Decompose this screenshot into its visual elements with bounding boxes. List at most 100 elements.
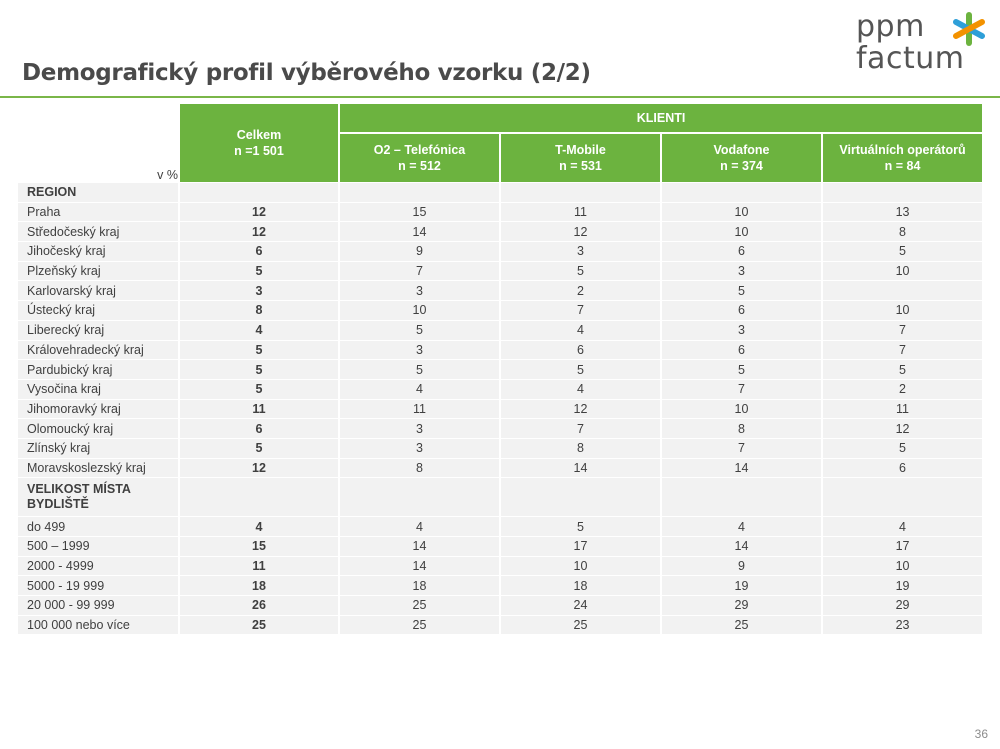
table-row: 5000 - 19 999 18 18 18 19 19 bbox=[18, 575, 983, 596]
value-cell: 5 bbox=[821, 241, 983, 261]
value-cell bbox=[338, 182, 499, 202]
value-cell: 7 bbox=[499, 418, 660, 438]
header-operator-n: n = 374 bbox=[720, 159, 763, 173]
value-cell: 3 bbox=[660, 319, 821, 340]
page-title: Demografický profil výběrového vzorku (2… bbox=[22, 60, 591, 86]
table-row: do 499 4 4 5 4 4 bbox=[18, 516, 983, 536]
section-row: VELIKOST MÍSTA BYDLIŠTĚ bbox=[18, 477, 983, 517]
value-cell: 5 bbox=[499, 260, 660, 281]
value-cell: 14 bbox=[660, 536, 821, 556]
total-cell: 18 bbox=[178, 575, 338, 596]
table-row: Plzeňský kraj 5 7 5 3 10 bbox=[18, 260, 983, 281]
value-cell: 25 bbox=[338, 614, 499, 635]
value-cell: 9 bbox=[660, 555, 821, 576]
row-label: Plzeňský kraj bbox=[18, 260, 178, 281]
table-row: Pardubický kraj 5 5 5 5 5 bbox=[18, 359, 983, 379]
value-cell: 6 bbox=[660, 339, 821, 360]
value-cell: 2 bbox=[821, 378, 983, 399]
value-cell: 5 bbox=[660, 280, 821, 301]
value-cell: 10 bbox=[821, 260, 983, 281]
value-cell: 5 bbox=[821, 437, 983, 458]
header-total-label: Celkem bbox=[236, 128, 282, 142]
value-cell: 10 bbox=[338, 300, 499, 320]
row-label: Pardubický kraj bbox=[18, 359, 178, 379]
logo-text-bottom: factum bbox=[856, 41, 965, 76]
value-cell: 13 bbox=[821, 201, 983, 222]
value-cell: 3 bbox=[660, 260, 821, 281]
value-cell: 7 bbox=[660, 378, 821, 399]
header-operator-label: O2 – Telefónica bbox=[373, 143, 466, 157]
total-cell: 3 bbox=[178, 280, 338, 301]
value-cell: 12 bbox=[821, 418, 983, 438]
value-cell: 10 bbox=[821, 300, 983, 320]
table-row: Královehradecký kraj 5 3 6 6 7 bbox=[18, 339, 983, 360]
unit-label: v % bbox=[18, 104, 178, 182]
value-cell: 14 bbox=[338, 536, 499, 556]
row-label: do 499 bbox=[18, 516, 178, 536]
header-operator-n: n = 512 bbox=[398, 159, 441, 173]
value-cell: 10 bbox=[660, 221, 821, 242]
table-row: 2000 - 4999 11 14 10 9 10 bbox=[18, 555, 983, 576]
total-cell: 25 bbox=[178, 614, 338, 635]
header-operator-n: n = 84 bbox=[884, 159, 921, 173]
value-cell: 12 bbox=[499, 398, 660, 419]
value-cell: 19 bbox=[821, 575, 983, 596]
value-cell: 7 bbox=[821, 319, 983, 340]
total-cell: 6 bbox=[178, 418, 338, 438]
value-cell: 5 bbox=[338, 319, 499, 340]
value-cell: 25 bbox=[660, 614, 821, 635]
section-row: REGION bbox=[18, 182, 983, 202]
row-label: 100 000 nebo více bbox=[18, 614, 178, 635]
value-cell: 3 bbox=[338, 437, 499, 458]
value-cell: 3 bbox=[338, 339, 499, 360]
row-label: Liberecký kraj bbox=[18, 319, 178, 340]
total-cell: 11 bbox=[178, 398, 338, 419]
total-cell: 11 bbox=[178, 555, 338, 576]
value-cell: 5 bbox=[499, 359, 660, 379]
title-underline bbox=[0, 96, 1000, 98]
total-cell: 12 bbox=[178, 221, 338, 242]
value-cell: 4 bbox=[338, 516, 499, 536]
header-operator-label: Virtuálních operátorů bbox=[839, 143, 966, 157]
value-cell: 23 bbox=[821, 614, 983, 635]
value-cell: 11 bbox=[499, 201, 660, 222]
row-label: Středočeský kraj bbox=[18, 221, 178, 242]
value-cell: 11 bbox=[338, 398, 499, 419]
value-cell: 5 bbox=[338, 359, 499, 379]
value-cell: 17 bbox=[499, 536, 660, 556]
value-cell: 10 bbox=[499, 555, 660, 576]
value-cell: 4 bbox=[338, 378, 499, 399]
total-cell: 5 bbox=[178, 339, 338, 360]
header-operator: Virtuálních operátorů n = 84 bbox=[821, 134, 983, 182]
value-cell: 4 bbox=[660, 516, 821, 536]
page-number: 36 bbox=[974, 727, 988, 741]
row-label: 500 – 1999 bbox=[18, 536, 178, 556]
value-cell: 5 bbox=[821, 359, 983, 379]
table-row: Ústecký kraj 8 10 7 6 10 bbox=[18, 300, 983, 320]
total-cell bbox=[178, 477, 338, 517]
row-label: Olomoucký kraj bbox=[18, 418, 178, 438]
total-cell: 4 bbox=[178, 516, 338, 536]
value-cell bbox=[499, 182, 660, 202]
value-cell: 25 bbox=[338, 595, 499, 615]
value-cell: 2 bbox=[499, 280, 660, 301]
value-cell: 6 bbox=[660, 241, 821, 261]
value-cell: 24 bbox=[499, 595, 660, 615]
header-operator-label: T-Mobile bbox=[555, 143, 606, 157]
total-cell: 26 bbox=[178, 595, 338, 615]
value-cell: 29 bbox=[660, 595, 821, 615]
row-label: 5000 - 19 999 bbox=[18, 575, 178, 596]
value-cell bbox=[660, 182, 821, 202]
ppm-factum-logo: ppm factum bbox=[856, 10, 986, 76]
logo-text-top: ppm bbox=[856, 9, 925, 44]
row-label: Karlovarský kraj bbox=[18, 280, 178, 301]
value-cell: 10 bbox=[660, 398, 821, 419]
value-cell: 3 bbox=[499, 241, 660, 261]
header-operator: T-Mobile n = 531 bbox=[499, 134, 660, 182]
value-cell: 4 bbox=[499, 378, 660, 399]
value-cell: 29 bbox=[821, 595, 983, 615]
header-operator: Vodafone n = 374 bbox=[660, 134, 821, 182]
total-cell bbox=[178, 182, 338, 202]
value-cell: 8 bbox=[660, 418, 821, 438]
value-cell: 7 bbox=[499, 300, 660, 320]
